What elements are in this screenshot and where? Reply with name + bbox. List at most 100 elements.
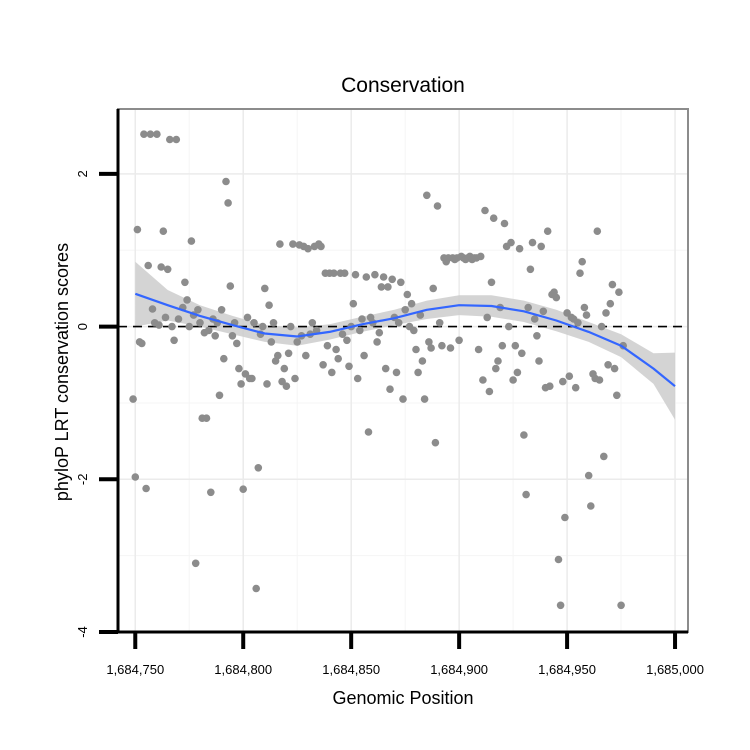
data-point [535, 357, 543, 365]
y-tick-label: 0 [75, 323, 90, 330]
data-point [392, 368, 401, 377]
data-point [161, 313, 170, 322]
data-point [183, 296, 191, 304]
data-point [617, 601, 625, 610]
data-point [148, 305, 157, 313]
data-point [319, 361, 327, 369]
data-point [394, 319, 403, 327]
data-point [571, 383, 580, 392]
data-point [515, 244, 524, 253]
plot-panel [118, 109, 688, 632]
data-point [537, 242, 545, 251]
data-point [157, 263, 165, 271]
data-point [289, 240, 297, 248]
data-point [530, 315, 539, 323]
data-point [349, 299, 358, 308]
y-tick-label: -2 [75, 474, 90, 486]
data-point [250, 319, 258, 327]
data-point [168, 322, 176, 331]
x-tick-label: 1,684,850 [322, 662, 380, 677]
data-point [258, 322, 267, 331]
data-point [211, 332, 219, 340]
smooth-curve [134, 292, 676, 388]
data-point [217, 306, 226, 314]
data-point [282, 382, 291, 391]
data-point [291, 374, 299, 383]
data-point [187, 237, 196, 245]
data-point [174, 315, 183, 323]
data-point [243, 313, 252, 322]
data-point [308, 319, 317, 327]
data-point [429, 284, 438, 293]
data-point [379, 273, 388, 281]
data-point [489, 214, 498, 222]
data-point [215, 391, 224, 400]
data-point [384, 283, 392, 291]
data-point [511, 341, 520, 350]
data-point [323, 341, 332, 350]
data-point [343, 336, 351, 345]
data-point [520, 431, 528, 439]
x-axis-title: Genomic Position [332, 688, 473, 708]
data-point [485, 387, 494, 396]
data-point [224, 199, 232, 207]
x-tick-label: 1,684,900 [430, 662, 488, 677]
data-point [317, 242, 325, 251]
data-point [144, 261, 152, 270]
x-tick-label: 1,684,950 [538, 662, 596, 677]
data-point [481, 206, 489, 215]
data-point [153, 130, 161, 138]
data-point [565, 372, 574, 381]
data-point [274, 351, 282, 360]
data-point [613, 391, 621, 400]
data-point [166, 135, 174, 144]
data-point [546, 382, 554, 391]
data-point [276, 240, 284, 248]
data-point [561, 513, 569, 522]
y-tick-label: 2 [75, 170, 90, 177]
y-axis-title: phyloP LRT conservation scores [52, 243, 72, 501]
data-point [606, 299, 615, 308]
data-point [304, 244, 312, 253]
data-point [556, 601, 565, 610]
data-point [265, 301, 273, 310]
data-point [328, 368, 336, 377]
data-point [191, 559, 200, 568]
data-point [543, 227, 552, 235]
data-point [163, 265, 172, 274]
data-point [604, 361, 612, 369]
data-point [340, 269, 349, 278]
data-point [533, 332, 541, 340]
data-point [595, 376, 604, 384]
data-point [587, 502, 595, 510]
data-point [559, 377, 567, 386]
data-point [138, 339, 146, 348]
data-point [602, 309, 610, 317]
data-point [539, 307, 548, 316]
data-point [526, 265, 535, 274]
data-point [574, 319, 582, 327]
data-point [235, 364, 243, 373]
data-point [302, 351, 310, 360]
data-point [388, 275, 397, 284]
data-point [381, 364, 390, 373]
data-point [170, 336, 178, 345]
data-point [142, 484, 150, 493]
data-point [129, 395, 137, 403]
data-point [487, 278, 496, 287]
data-point [351, 270, 360, 279]
data-point [410, 326, 418, 335]
data-point [401, 306, 410, 314]
data-point [576, 269, 584, 278]
data-point [397, 278, 405, 287]
data-point [332, 345, 340, 354]
y-axis: -4 -2 0 2 [75, 109, 120, 638]
data-point [509, 376, 517, 384]
x-tick-label: 1,684,750 [106, 662, 164, 677]
data-point [386, 385, 394, 394]
data-point [358, 315, 366, 323]
data-point [615, 288, 623, 297]
data-point [593, 227, 602, 235]
data-point [371, 270, 379, 279]
data-point [427, 344, 435, 352]
